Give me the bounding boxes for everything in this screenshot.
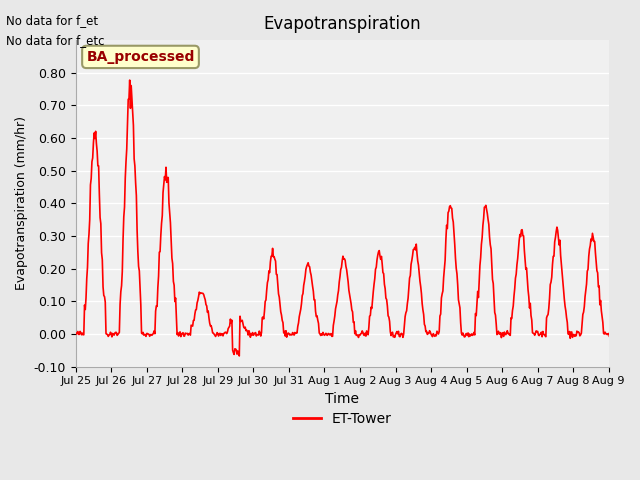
Text: No data for f_et: No data for f_et bbox=[6, 14, 99, 27]
Y-axis label: Evapotranspiration (mm/hr): Evapotranspiration (mm/hr) bbox=[15, 116, 28, 290]
Legend: ET-Tower: ET-Tower bbox=[287, 407, 397, 432]
Text: No data for f_etc: No data for f_etc bbox=[6, 34, 105, 47]
Text: BA_processed: BA_processed bbox=[86, 50, 195, 64]
Title: Evapotranspiration: Evapotranspiration bbox=[264, 15, 421, 33]
X-axis label: Time: Time bbox=[325, 392, 359, 406]
